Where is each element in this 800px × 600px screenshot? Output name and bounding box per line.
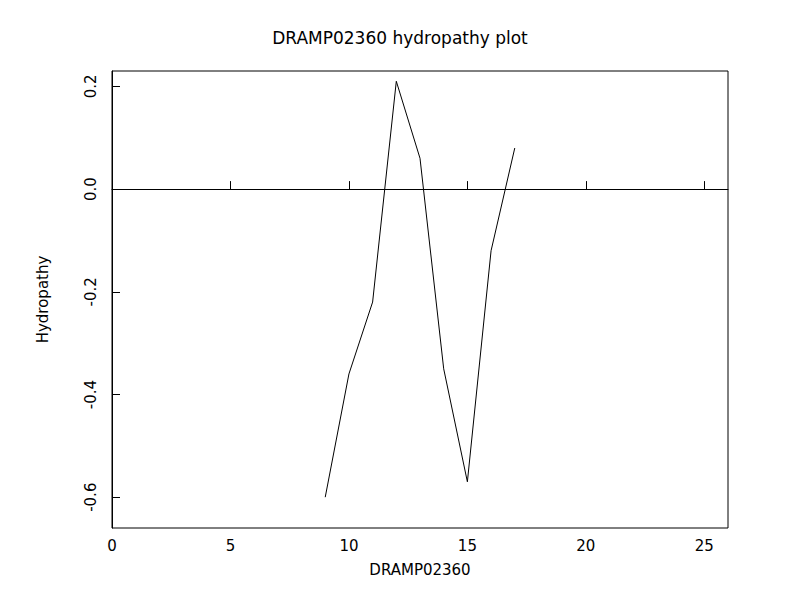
svg-text:10: 10 [339,537,358,555]
svg-text:0.2: 0.2 [82,74,100,98]
svg-text:5: 5 [226,537,236,555]
svg-text:Hydropathy: Hydropathy [34,256,52,344]
svg-text:DRAMP02360: DRAMP02360 [369,561,470,579]
svg-text:-0.4: -0.4 [82,380,100,409]
svg-text:0: 0 [107,537,117,555]
svg-text:0.0: 0.0 [82,177,100,201]
svg-text:DRAMP02360 hydropathy plot: DRAMP02360 hydropathy plot [272,28,528,48]
svg-text:-0.6: -0.6 [82,483,100,512]
svg-text:25: 25 [695,537,714,555]
svg-text:-0.2: -0.2 [82,277,100,306]
svg-text:20: 20 [576,537,595,555]
svg-text:15: 15 [458,537,477,555]
